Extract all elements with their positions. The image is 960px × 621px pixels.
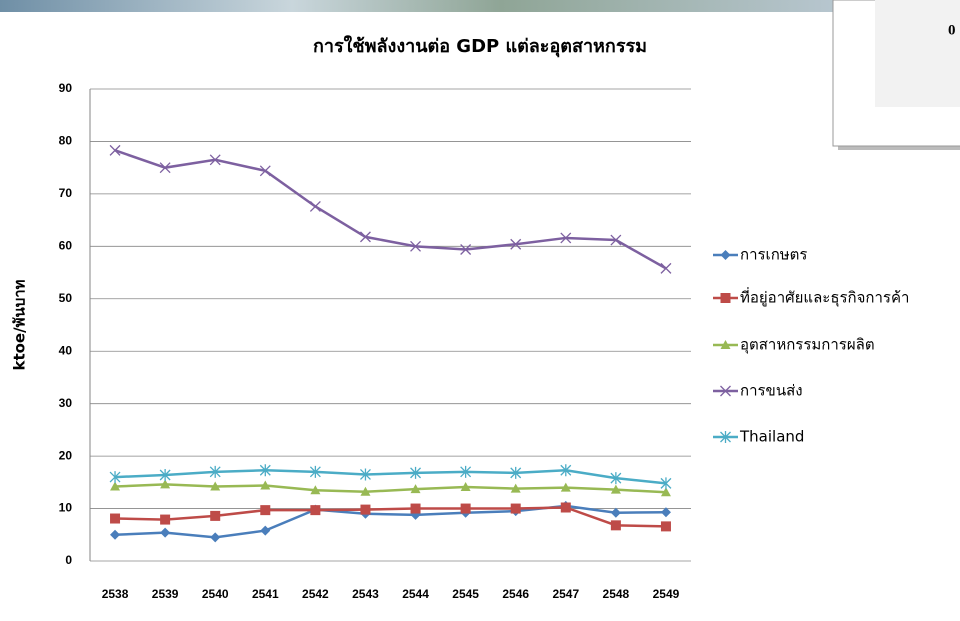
banner-image bbox=[0, 0, 835, 12]
marker bbox=[210, 481, 221, 491]
y-tick-label: 0 bbox=[65, 553, 72, 567]
marker bbox=[660, 507, 671, 518]
marker bbox=[209, 154, 221, 166]
series-line bbox=[115, 506, 666, 528]
y-tick-label: 70 bbox=[59, 186, 73, 200]
marker bbox=[660, 521, 671, 532]
series-line bbox=[114, 149, 667, 270]
marker bbox=[560, 464, 572, 477]
marker bbox=[309, 201, 321, 212]
legend-marker bbox=[720, 431, 731, 443]
marker bbox=[159, 468, 171, 481]
marker bbox=[610, 472, 622, 485]
series-line bbox=[114, 504, 666, 539]
y-axis-label: ktoe/พันบาท bbox=[11, 279, 29, 370]
marker bbox=[360, 504, 371, 515]
y-tick-label: 90 bbox=[59, 81, 73, 95]
marker bbox=[109, 471, 121, 484]
marker bbox=[610, 234, 622, 246]
inset-panel bbox=[875, 0, 960, 107]
marker bbox=[410, 484, 421, 494]
series-line bbox=[114, 469, 667, 485]
marker bbox=[359, 468, 371, 481]
y-tick-label: 60 bbox=[59, 239, 73, 253]
marker bbox=[210, 532, 221, 543]
y-tick-label: 40 bbox=[59, 343, 73, 357]
y-tick-label: 30 bbox=[59, 396, 73, 410]
marker bbox=[260, 480, 271, 490]
marker bbox=[460, 244, 472, 255]
marker bbox=[460, 482, 471, 492]
legend-label: การขนส่ง bbox=[740, 382, 803, 400]
legend-label: การเกษตร bbox=[740, 246, 807, 264]
x-tick-label: 2542 bbox=[302, 587, 329, 601]
marker bbox=[610, 507, 621, 518]
marker bbox=[110, 481, 121, 491]
inset-text: 0 bbox=[948, 22, 956, 38]
marker bbox=[460, 465, 472, 478]
x-tick-label: 2540 bbox=[202, 587, 229, 601]
legend-label: อุตสาหกรรมการผลิต bbox=[740, 336, 875, 355]
x-tick-label: 2546 bbox=[502, 587, 529, 601]
y-tick-label: 50 bbox=[59, 291, 73, 305]
chart-title: การใช้พลังงานต่อ GDP แต่ละอุตสาหกรรม bbox=[313, 35, 647, 58]
series-line bbox=[114, 483, 667, 494]
marker bbox=[210, 510, 221, 521]
marker bbox=[410, 466, 422, 479]
marker bbox=[510, 483, 521, 493]
marker bbox=[259, 464, 271, 477]
marker bbox=[310, 505, 321, 516]
x-tick-label: 2548 bbox=[603, 587, 630, 601]
marker bbox=[109, 144, 121, 156]
marker bbox=[560, 482, 571, 492]
marker bbox=[410, 240, 422, 252]
x-tick-label: 2543 bbox=[352, 587, 379, 601]
marker bbox=[309, 465, 321, 478]
marker bbox=[209, 465, 221, 478]
marker bbox=[560, 232, 572, 244]
legend-marker bbox=[720, 250, 731, 260]
x-tick-label: 2545 bbox=[452, 587, 479, 601]
marker bbox=[560, 502, 571, 513]
x-tick-label: 2539 bbox=[152, 587, 179, 601]
marker bbox=[259, 165, 271, 177]
marker bbox=[510, 466, 522, 479]
marker bbox=[460, 503, 471, 514]
y-tick-label: 80 bbox=[59, 134, 73, 148]
marker bbox=[110, 513, 121, 524]
legend-marker bbox=[720, 340, 731, 349]
marker bbox=[510, 503, 521, 514]
marker bbox=[610, 484, 621, 494]
x-tick-label: 2544 bbox=[402, 587, 429, 601]
legend-label: ที่อยู่อาศัยและธุรกิจการค้า bbox=[740, 287, 909, 308]
y-tick-label: 10 bbox=[59, 501, 73, 515]
x-tick-label: 2538 bbox=[102, 587, 129, 601]
marker bbox=[660, 477, 672, 490]
x-tick-label: 2549 bbox=[653, 587, 680, 601]
marker bbox=[510, 238, 522, 250]
x-tick-label: 2547 bbox=[552, 587, 579, 601]
marker bbox=[110, 529, 121, 540]
marker bbox=[359, 231, 371, 243]
marker bbox=[310, 485, 321, 495]
marker bbox=[660, 262, 672, 274]
marker bbox=[160, 514, 171, 525]
marker bbox=[159, 162, 171, 174]
marker bbox=[260, 525, 271, 536]
y-tick-label: 20 bbox=[59, 448, 73, 462]
x-tick-label: 2541 bbox=[252, 587, 279, 601]
marker bbox=[410, 503, 421, 514]
marker bbox=[660, 487, 671, 497]
legend-marker bbox=[720, 385, 731, 397]
marker bbox=[360, 486, 371, 496]
legend-label: Thailand bbox=[739, 428, 804, 446]
legend-marker bbox=[720, 293, 731, 303]
marker bbox=[260, 505, 271, 516]
marker bbox=[160, 479, 171, 489]
marker bbox=[160, 527, 171, 538]
marker bbox=[610, 520, 621, 531]
